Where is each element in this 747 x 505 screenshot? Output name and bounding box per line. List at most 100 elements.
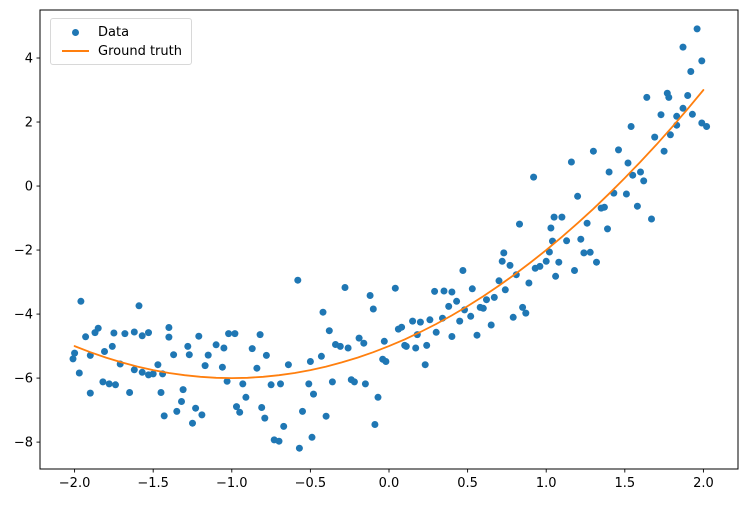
data-point (236, 408, 244, 416)
data-point (536, 262, 544, 270)
data-point (130, 366, 138, 374)
data-point (178, 398, 185, 405)
ground-truth-line-icon (61, 50, 89, 52)
data-point (525, 279, 533, 287)
data-point (157, 389, 165, 396)
legend-label-ground-truth: Ground truth (98, 43, 182, 59)
data-point (657, 111, 665, 119)
data-point (306, 358, 314, 365)
y-tick-label: −6 (14, 372, 33, 387)
data-point (121, 330, 129, 338)
data-point (624, 159, 632, 167)
data-point (336, 342, 344, 350)
data-point (242, 393, 250, 401)
data-point (648, 215, 655, 223)
data-point (693, 25, 701, 33)
data-point (583, 219, 591, 227)
data-point (75, 369, 83, 377)
data-point (402, 342, 410, 350)
data-point (423, 341, 431, 349)
data-point (325, 327, 333, 335)
data-point (154, 361, 162, 369)
data-point (580, 249, 588, 257)
data-point (490, 293, 498, 301)
data-point (328, 378, 336, 386)
data-point (550, 213, 558, 221)
data-point (409, 317, 417, 325)
data-point (319, 308, 327, 316)
y-tick-label: 4 (25, 52, 33, 67)
data-point (547, 224, 555, 232)
data-point (145, 329, 152, 337)
ground-truth-curve (73, 89, 705, 380)
data-point (412, 344, 420, 352)
data-point (473, 331, 481, 339)
data-point (350, 378, 358, 386)
data-point (185, 351, 193, 359)
data-point (673, 112, 681, 120)
data-point (369, 305, 377, 313)
data-point (165, 324, 173, 331)
data-point (500, 249, 508, 257)
legend: Data Ground truth (50, 18, 192, 65)
data-point (509, 313, 517, 321)
data-point (459, 267, 467, 274)
data-point (382, 358, 390, 365)
data-point (305, 380, 313, 388)
data-point (666, 131, 674, 139)
data-point (138, 332, 146, 340)
data-point (284, 361, 292, 369)
data-point (627, 123, 635, 130)
data-point (218, 363, 226, 371)
data-point (262, 351, 270, 359)
data-point (640, 177, 648, 185)
data-point (344, 344, 352, 352)
data-point (165, 333, 173, 341)
y-tick-label: −2 (14, 244, 33, 259)
data-point (261, 414, 269, 422)
data-point (467, 312, 475, 320)
data-point (660, 147, 668, 155)
data-point (571, 267, 578, 274)
data-point (105, 380, 113, 388)
data-point (355, 334, 363, 342)
data-point (267, 381, 275, 389)
data-point (135, 302, 143, 310)
data-point (294, 276, 302, 284)
data-point (542, 257, 550, 265)
data-point (622, 190, 630, 198)
data-point (432, 328, 440, 336)
data-point (212, 341, 220, 349)
data-point (130, 328, 138, 336)
data-point (231, 330, 239, 338)
data-point (440, 287, 448, 295)
data-point (94, 324, 102, 332)
x-tick-label: 0.5 (457, 476, 478, 491)
data-point (558, 213, 566, 221)
data-point (687, 68, 695, 75)
data-point (679, 43, 687, 51)
data-point (322, 412, 330, 420)
data-point (360, 339, 368, 347)
data-point (195, 332, 203, 340)
data-point (643, 93, 651, 101)
data-point (604, 225, 611, 233)
data-point (69, 355, 77, 363)
x-tick-label: 0.0 (379, 476, 400, 491)
data-point (574, 192, 582, 200)
x-tick-label: 1.5 (614, 476, 635, 491)
data-point (308, 433, 316, 441)
x-tick-label: −2.0 (59, 476, 91, 491)
data-point (703, 123, 711, 130)
data-point (563, 237, 571, 245)
data-point (577, 235, 585, 243)
data-point (445, 302, 453, 310)
data-point (629, 171, 637, 179)
data-point (99, 378, 107, 386)
data-point (101, 348, 108, 355)
y-tick-label: 2 (25, 116, 33, 131)
data-point (275, 437, 283, 445)
data-point (253, 364, 261, 372)
